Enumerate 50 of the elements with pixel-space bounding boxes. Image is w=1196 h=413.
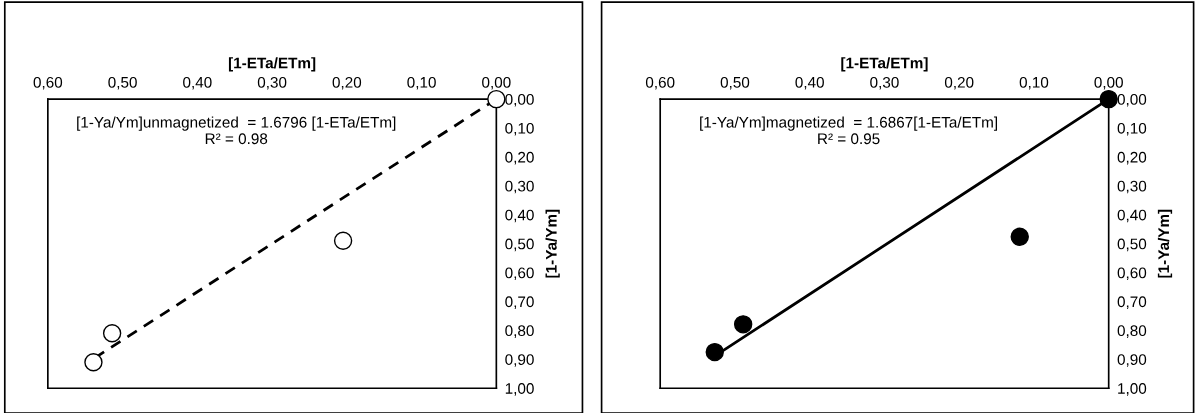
x-tick-label: 0,10 xyxy=(407,76,436,90)
y-tick-label: 1,00 xyxy=(1118,383,1147,396)
y-axis-title: [1-Ya/Ym] xyxy=(1157,209,1173,278)
x-axis-title: [1-ETa/ETm] xyxy=(841,57,928,72)
y-tick-label: 0,50 xyxy=(505,238,534,252)
y-tick-label: 0,50 xyxy=(1117,238,1147,252)
y-tick-label: 0,40 xyxy=(1117,209,1147,223)
point xyxy=(84,353,103,372)
y-tick-label: 0,10 xyxy=(505,122,534,136)
point xyxy=(487,89,506,109)
point xyxy=(733,315,753,334)
y-tick-label: 0,60 xyxy=(1117,267,1147,281)
point xyxy=(102,324,122,343)
y-tick-label: 0,60 xyxy=(505,267,534,281)
x-tick-label: 0,50 xyxy=(720,76,750,90)
point xyxy=(1010,227,1029,246)
y-tick-label: 0,40 xyxy=(505,209,534,223)
point xyxy=(705,342,724,362)
y-tick-label: 0,10 xyxy=(1117,122,1147,136)
x-tick-label: 0,60 xyxy=(33,76,63,90)
y-tick-label: 0,90 xyxy=(505,354,534,367)
y-tick-label: 1,00 xyxy=(505,383,534,396)
annotation: [1-Ya/Ym]magnetized = 1.6867[1-ETa/ETm] R² = 0.95 xyxy=(700,116,998,145)
x-tick-label: 0,50 xyxy=(108,76,137,90)
point xyxy=(1099,89,1118,109)
y-axis-title: [1-Ya/Ym] xyxy=(545,209,560,278)
x-tick-label: 0,30 xyxy=(257,76,287,90)
x-tick-label: 0,60 xyxy=(645,76,675,90)
x-tick-label: 0,00 xyxy=(1094,76,1123,90)
x-tick-label: 0,00 xyxy=(482,76,511,90)
y-tick-label: 0,70 xyxy=(1117,296,1147,309)
x-tick-label: 0,40 xyxy=(795,76,824,90)
y-tick-label: 0,30 xyxy=(505,180,534,194)
y-tick-label: 0,00 xyxy=(1117,93,1147,107)
annotation: [1-Ya/Ym]unmagnetized = 1.6796 [1-ETa/ETm] R² = 0.98 xyxy=(77,116,396,145)
x-tick-label: 0,20 xyxy=(332,76,362,90)
y-tick-label: 0,80 xyxy=(505,325,534,338)
x-tick-label: 0,30 xyxy=(870,76,899,90)
x-tick-label: 0,10 xyxy=(1019,76,1049,90)
y-tick-label: 0,30 xyxy=(1117,180,1147,194)
y-tick-label: 0,90 xyxy=(1117,354,1147,367)
x-axis-title: [1-ETa/ETm] xyxy=(228,57,316,72)
x-tick-label: 0,40 xyxy=(183,76,212,90)
y-tick-label: 0,20 xyxy=(505,151,534,165)
point xyxy=(333,231,353,250)
y-tick-label: 0,80 xyxy=(1117,325,1147,338)
y-tick-label: 0,20 xyxy=(1117,151,1147,165)
y-tick-label: 0,70 xyxy=(505,296,534,309)
x-tick-label: 0,20 xyxy=(944,76,974,90)
y-tick-label: 0,00 xyxy=(505,93,534,107)
